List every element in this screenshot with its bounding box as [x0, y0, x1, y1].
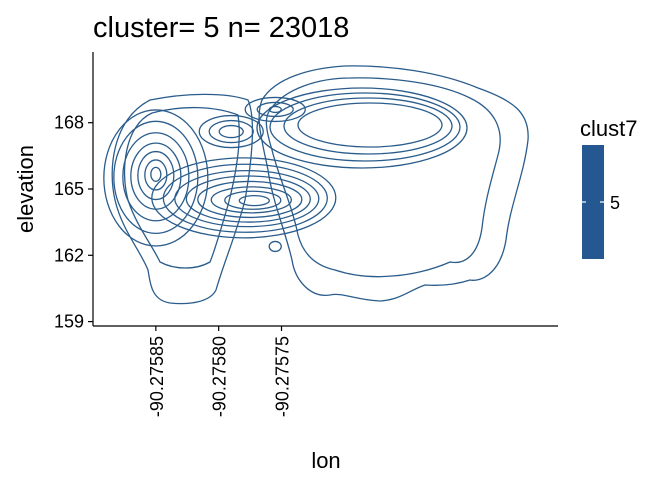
contour-lower-right-ring — [197, 180, 303, 219]
y-tick-label: 168 — [54, 113, 84, 133]
outer-contour-right — [258, 65, 529, 302]
contour-lower-right-ring — [162, 163, 328, 233]
contour-small-peak — [268, 240, 282, 253]
contour-lower-right-ring — [224, 190, 282, 210]
contour-lines — [103, 65, 529, 305]
x-tick-label: -90.27585 — [147, 336, 167, 417]
contour-left-peak-ring — [130, 142, 182, 210]
x-axis-ticks: -90.27585 -90.27580 -90.27575 — [147, 326, 293, 417]
contour-lower-right-ring — [174, 169, 320, 228]
legend-color-bar — [582, 145, 604, 259]
y-axis-title: elevation — [13, 145, 38, 233]
contour-upper-right-peak-a — [208, 119, 254, 144]
x-tick-label: -90.27580 — [210, 336, 230, 417]
contour-left-peak-ring — [137, 150, 175, 201]
contour-left-peak-ring — [150, 166, 162, 182]
contour-left-level-2 — [123, 106, 240, 269]
contour-upper-right-ring — [269, 92, 461, 162]
contour-upper-right-ring — [283, 97, 453, 155]
y-tick-label: 162 — [54, 245, 84, 265]
y-tick-label: 159 — [54, 312, 84, 332]
contour-lower-right-ring — [151, 157, 337, 239]
outer-contour-left — [111, 93, 254, 305]
chart-title: cluster= 5 n= 23018 — [93, 12, 349, 44]
contour-lower-right-ring — [210, 186, 292, 214]
contour-left-peak-ring — [144, 159, 168, 191]
x-axis-title: lon — [311, 448, 340, 473]
contour-left-peak-ring — [103, 109, 209, 247]
legend: clust7 5 — [580, 116, 637, 259]
contour-upper-right-peak-a — [218, 124, 244, 139]
contour-upper-right-peak-a — [198, 114, 264, 149]
contour-lower-right-ring — [238, 195, 270, 207]
y-tick-label: 165 — [54, 179, 84, 199]
contour-left-peak-ring — [122, 132, 190, 222]
x-tick-label: -90.27575 — [273, 336, 293, 417]
legend-title: clust7 — [580, 116, 637, 141]
contour-upper-right-peak-b — [256, 101, 294, 118]
contour-upper-right-ring — [297, 102, 443, 148]
legend-label: 5 — [610, 193, 620, 213]
contour-lower-right-ring — [185, 175, 311, 223]
contour-left-peak-ring — [113, 120, 199, 234]
y-axis-ticks: 159 162 165 168 — [54, 113, 93, 332]
contour-upper-right-peak-b — [244, 96, 306, 123]
contour-upper-right-ring — [256, 87, 468, 169]
contour-upper-right-peak-b — [268, 105, 282, 114]
contour-right-level-2 — [265, 77, 501, 278]
